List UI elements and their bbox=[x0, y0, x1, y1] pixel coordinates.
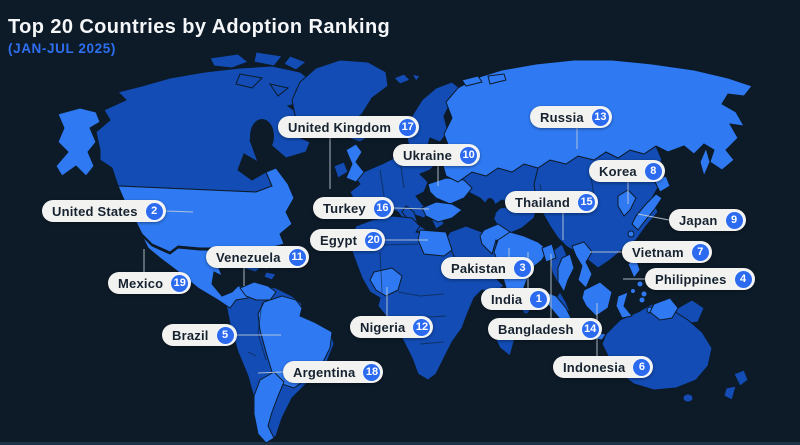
landmass-tasmania bbox=[682, 393, 694, 403]
landmass-ireland bbox=[333, 161, 349, 179]
caspian-sea bbox=[484, 198, 496, 222]
country-thailand bbox=[557, 253, 575, 294]
country-russia-arctic-isles bbox=[461, 73, 507, 87]
landmass-canada bbox=[95, 65, 318, 193]
page-subtitle: (JAN-JUL 2025) bbox=[8, 41, 116, 56]
country-pakistan bbox=[479, 223, 511, 255]
country-bangladesh bbox=[541, 243, 557, 263]
landmass-madagascar bbox=[495, 323, 517, 357]
country-russia-sakhalin bbox=[699, 146, 711, 178]
country-united-kingdom bbox=[345, 143, 365, 183]
connector-argentina bbox=[257, 371, 284, 374]
country-ukraine bbox=[427, 177, 473, 205]
country-philippines bbox=[627, 257, 648, 298]
landmass-arctic-islands bbox=[209, 51, 307, 97]
connector-united-states bbox=[165, 210, 194, 213]
country-turkey bbox=[421, 201, 463, 223]
landmass-antarctica bbox=[0, 442, 800, 445]
page-title: Top 20 Countries by Adoption Ranking bbox=[8, 16, 391, 38]
country-venezuela bbox=[239, 281, 277, 301]
hudson-bay bbox=[250, 119, 274, 153]
landmass-iceland bbox=[347, 127, 371, 143]
landmass-new-zealand bbox=[723, 369, 749, 401]
country-egypt bbox=[417, 229, 453, 257]
landmass-svalbard bbox=[393, 73, 421, 85]
country-vietnam bbox=[571, 241, 593, 289]
header: Top 20 Countries by Adoption Ranking (JA… bbox=[8, 16, 390, 56]
country-alaska-usa bbox=[55, 107, 101, 177]
country-india bbox=[493, 231, 549, 305]
connector-turkey bbox=[393, 207, 430, 210]
landmass-greenland bbox=[291, 59, 389, 129]
landmass-sri-lanka bbox=[521, 301, 531, 315]
country-argentina bbox=[253, 371, 285, 444]
country-nigeria bbox=[369, 267, 403, 297]
connector-japan bbox=[637, 213, 670, 221]
